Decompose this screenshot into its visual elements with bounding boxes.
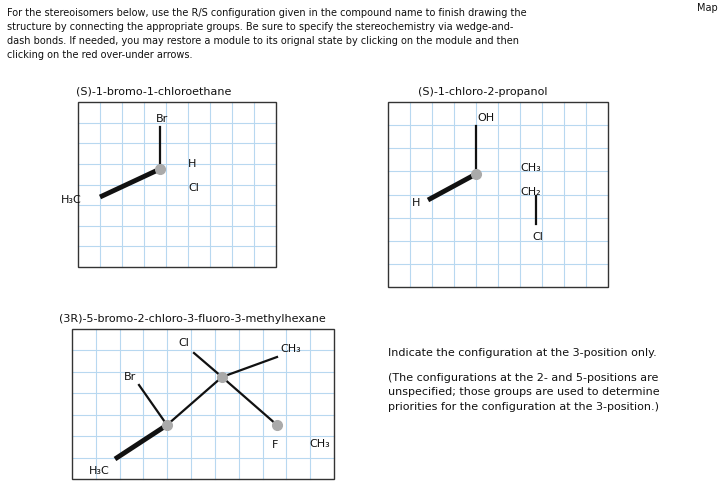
Text: CH₂: CH₂ — [520, 187, 541, 196]
Text: Cl: Cl — [178, 337, 189, 347]
Text: Map: Map — [697, 3, 718, 13]
Text: OH: OH — [477, 113, 494, 123]
Bar — [78, 103, 276, 268]
Text: For the stereoisomers below, use the R/S configuration given in the compound nam: For the stereoisomers below, use the R/S… — [7, 8, 526, 60]
Text: (S)-1-chloro-2-propanol: (S)-1-chloro-2-propanol — [418, 87, 547, 97]
Text: (S)-1-bromo-1-chloroethane: (S)-1-bromo-1-chloroethane — [76, 87, 231, 97]
Text: CH₃: CH₃ — [280, 343, 301, 353]
Text: Cl: Cl — [188, 183, 199, 192]
Text: (3R)-5-bromo-2-chloro-3-fluoro-3-methylhexane: (3R)-5-bromo-2-chloro-3-fluoro-3-methylh… — [59, 313, 326, 323]
Text: F: F — [271, 439, 278, 449]
Text: H: H — [188, 159, 196, 169]
Text: (The configurations at the 2- and 5-positions are
unspecified; those groups are : (The configurations at the 2- and 5-posi… — [388, 372, 660, 411]
Text: H: H — [412, 197, 420, 207]
Text: Br: Br — [156, 114, 168, 124]
Text: H₃C: H₃C — [61, 194, 82, 204]
Text: H₃C: H₃C — [90, 465, 110, 475]
Text: CH₃: CH₃ — [520, 163, 541, 173]
Text: Br: Br — [123, 371, 136, 381]
Bar — [388, 103, 608, 288]
Text: Indicate the configuration at the 3-position only.: Indicate the configuration at the 3-posi… — [388, 347, 657, 357]
Text: Cl: Cl — [532, 231, 543, 241]
Text: CH₃: CH₃ — [309, 438, 330, 448]
Bar — [72, 329, 334, 479]
